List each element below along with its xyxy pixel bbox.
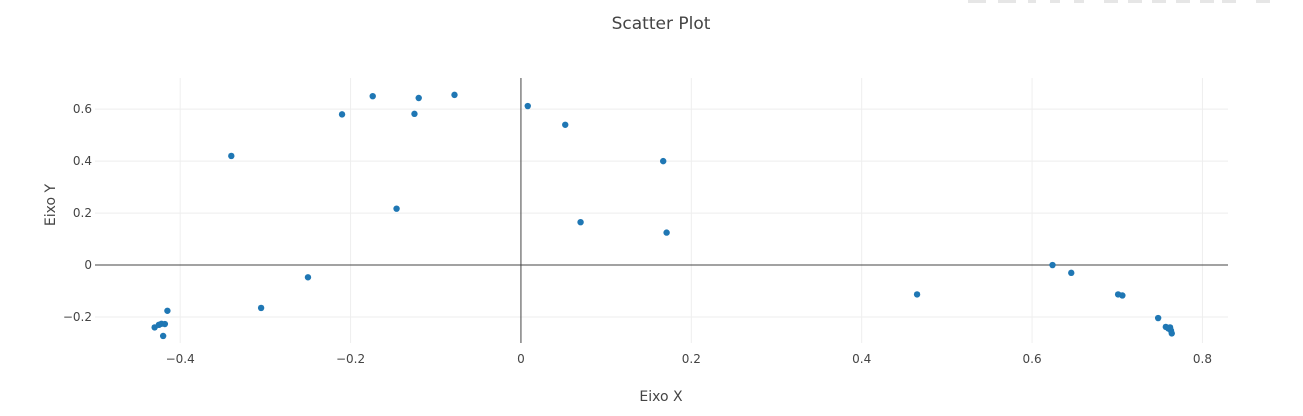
- modebar-plotly-logo-icon[interactable]: [1256, 0, 1270, 3]
- scatter-point: [660, 157, 667, 165]
- y-axis-title: Eixo Y: [43, 183, 59, 226]
- scatter-point: [164, 307, 171, 314]
- modebar-pan-icon[interactable]: [1028, 0, 1036, 3]
- modebar-autoscale-icon[interactable]: [1152, 0, 1166, 3]
- scatter-point: [1049, 261, 1056, 269]
- scatter-point: [1119, 292, 1126, 299]
- y-tick-label: 0: [84, 258, 92, 272]
- scatter-point: [338, 111, 346, 118]
- y-tick-label: 0.4: [73, 154, 92, 168]
- y-tick-label: 0.2: [73, 206, 92, 220]
- modebar-hover-closest-icon[interactable]: [1222, 0, 1236, 3]
- modebar-zoom-icon[interactable]: [998, 0, 1016, 3]
- x-tick-label: 0.8: [1193, 352, 1212, 366]
- modebar-lasso-icon[interactable]: [1074, 0, 1084, 3]
- modebar-zoom-in-icon[interactable]: [1104, 0, 1118, 3]
- scatter-point: [228, 152, 235, 160]
- scatter-point: [663, 229, 670, 236]
- scatter-point: [562, 121, 569, 128]
- x-tick-label: −0.2: [336, 352, 365, 366]
- x-tick-label: −0.4: [166, 352, 195, 366]
- x-tick-label: 0: [517, 352, 525, 366]
- modebar-camera-icon[interactable]: [968, 0, 986, 3]
- scatter-point: [913, 291, 921, 298]
- scatter-point: [393, 205, 400, 212]
- scatter-point: [1068, 269, 1075, 277]
- scatter-point: [369, 92, 376, 100]
- scatter-point: [161, 320, 169, 328]
- modebar-zoom-out-icon[interactable]: [1128, 0, 1142, 3]
- scatter-point: [451, 91, 458, 99]
- scatter-point: [257, 304, 265, 312]
- modebar-reset-axes-icon[interactable]: [1176, 0, 1190, 3]
- scatter-point: [411, 110, 418, 118]
- y-tick-label: −0.2: [63, 310, 92, 324]
- x-tick-label: 0.2: [682, 352, 701, 366]
- scatter-point: [304, 274, 312, 281]
- chart-title: Scatter Plot: [612, 14, 711, 34]
- scatter-point: [524, 102, 531, 110]
- x-tick-label: 0.6: [1023, 352, 1042, 366]
- scatter-point: [1168, 330, 1175, 337]
- y-tick-label: 0.6: [73, 102, 92, 116]
- modebar-toolbar: [968, 0, 1270, 3]
- scatter-point: [577, 218, 584, 226]
- x-tick-label: 0.4: [852, 352, 871, 366]
- scatter-point: [159, 332, 167, 340]
- modebar-spike-lines-icon[interactable]: [1200, 0, 1214, 3]
- x-axis-title: Eixo X: [639, 389, 683, 405]
- modebar-box-select-icon[interactable]: [1050, 0, 1060, 3]
- scatter-point: [415, 94, 422, 102]
- scatter-point: [1154, 314, 1162, 322]
